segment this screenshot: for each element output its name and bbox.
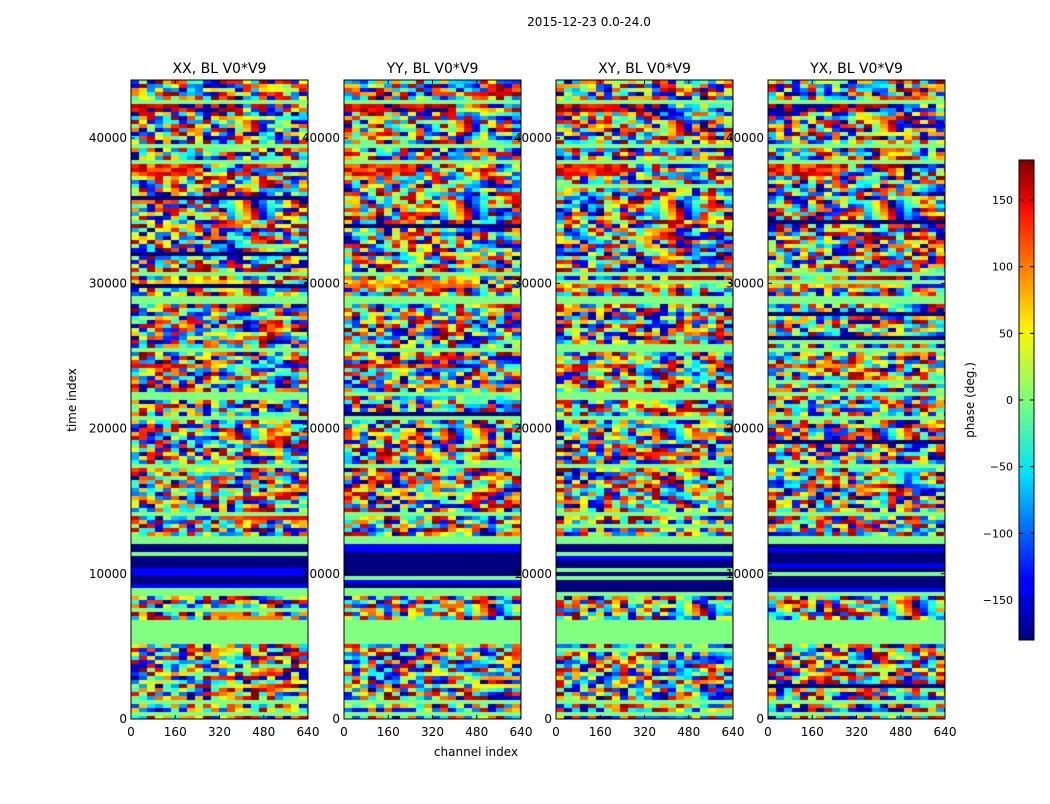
panel-yx: YX, BL V0*V9 0 160 320 480 640 0 10000 20000 3000… <box>726 61 957 739</box>
y-tick-label: 0 <box>332 712 340 726</box>
y-tick-label: 20000 <box>514 422 552 436</box>
y-tick-label: 20000 <box>302 422 340 436</box>
colorbar-tick-label: −150 <box>983 594 1013 607</box>
colorbar-label: phase (deg.) <box>963 362 977 438</box>
x-tick-label: 160 <box>801 725 824 739</box>
x-tick-label: 640 <box>722 725 745 739</box>
x-tick-label: 320 <box>845 725 868 739</box>
panel-title: XX, BL V0*V9 <box>173 61 267 77</box>
y-tick-label: 40000 <box>89 131 127 145</box>
panel-title: YY, BL V0*V9 <box>386 61 479 77</box>
y-tick-label: 30000 <box>89 276 127 290</box>
y-tick-label: 10000 <box>514 567 552 581</box>
x-tick-label: 160 <box>377 725 400 739</box>
y-tick-label: 10000 <box>89 567 127 581</box>
colorbar-tick-label: −50 <box>990 461 1013 474</box>
colorbar-ticks: 150 100 50 0 −50 −100 −150 <box>983 194 1034 607</box>
x-tick-label: 0 <box>340 725 348 739</box>
panel-xx: XX, BL V0*V9 0 160 320 480 640 0 10000 20000 3000… <box>89 61 320 739</box>
y-tick-label: 30000 <box>726 276 764 290</box>
x-axis-label: channel index <box>434 745 518 759</box>
x-tick-label: 640 <box>297 725 320 739</box>
x-tick-label: 320 <box>633 725 656 739</box>
y-tick-label: 40000 <box>726 131 764 145</box>
heatmap-image <box>344 80 521 719</box>
x-tick-label: 480 <box>252 725 275 739</box>
y-tick-label: 10000 <box>302 567 340 581</box>
heatmap-image <box>768 80 945 719</box>
x-tick-label: 160 <box>164 725 187 739</box>
x-tick-label: 320 <box>421 725 444 739</box>
panel-yy: YY, BL V0*V9 0 160 320 480 640 0 10000 20000 3000… <box>302 61 533 739</box>
panel-xy: XY, BL V0*V9 0 160 320 480 640 0 10000 20000 3000… <box>514 61 745 739</box>
colorbar-tick-label: −100 <box>983 527 1013 540</box>
figure-suptitle: 2015-12-23 0.0-24.0 <box>527 15 651 29</box>
x-tick-label: 640 <box>510 725 533 739</box>
x-tick-label: 320 <box>208 725 231 739</box>
colorbar: 150 100 50 0 −50 −100 −150 phase (deg.) <box>963 159 1035 641</box>
x-tick-label: 640 <box>934 725 957 739</box>
y-tick-label: 20000 <box>726 422 764 436</box>
y-tick-label: 0 <box>119 712 127 726</box>
y-tick-label: 20000 <box>89 422 127 436</box>
x-tick-label: 480 <box>889 725 912 739</box>
x-tick-label: 0 <box>764 725 772 739</box>
panels: XX, BL V0*V9 0 160 320 480 640 0 10000 20000 3000… <box>89 61 957 739</box>
colorbar-tick-label: 150 <box>992 194 1013 207</box>
x-tick-label: 480 <box>677 725 700 739</box>
colorbar-tick-label: 0 <box>1006 394 1013 407</box>
heatmap-image <box>131 80 308 719</box>
y-tick-label: 0 <box>756 712 764 726</box>
y-tick-label: 40000 <box>302 131 340 145</box>
heatmap-image <box>556 80 733 719</box>
y-axis-label: time index <box>65 368 79 432</box>
y-tick-label: 30000 <box>514 276 552 290</box>
y-tick-label: 0 <box>544 712 552 726</box>
x-tick-label: 0 <box>127 725 135 739</box>
y-tick-label: 40000 <box>514 131 552 145</box>
colorbar-tick-label: 100 <box>992 261 1013 274</box>
x-tick-label: 160 <box>589 725 612 739</box>
x-tick-label: 0 <box>552 725 560 739</box>
colorbar-tick-label: 50 <box>999 327 1013 340</box>
panel-title: YX, BL V0*V9 <box>809 61 903 77</box>
x-tick-label: 480 <box>465 725 488 739</box>
y-tick-label: 30000 <box>302 276 340 290</box>
y-tick-label: 10000 <box>726 567 764 581</box>
panel-title: XY, BL V0*V9 <box>598 61 691 77</box>
